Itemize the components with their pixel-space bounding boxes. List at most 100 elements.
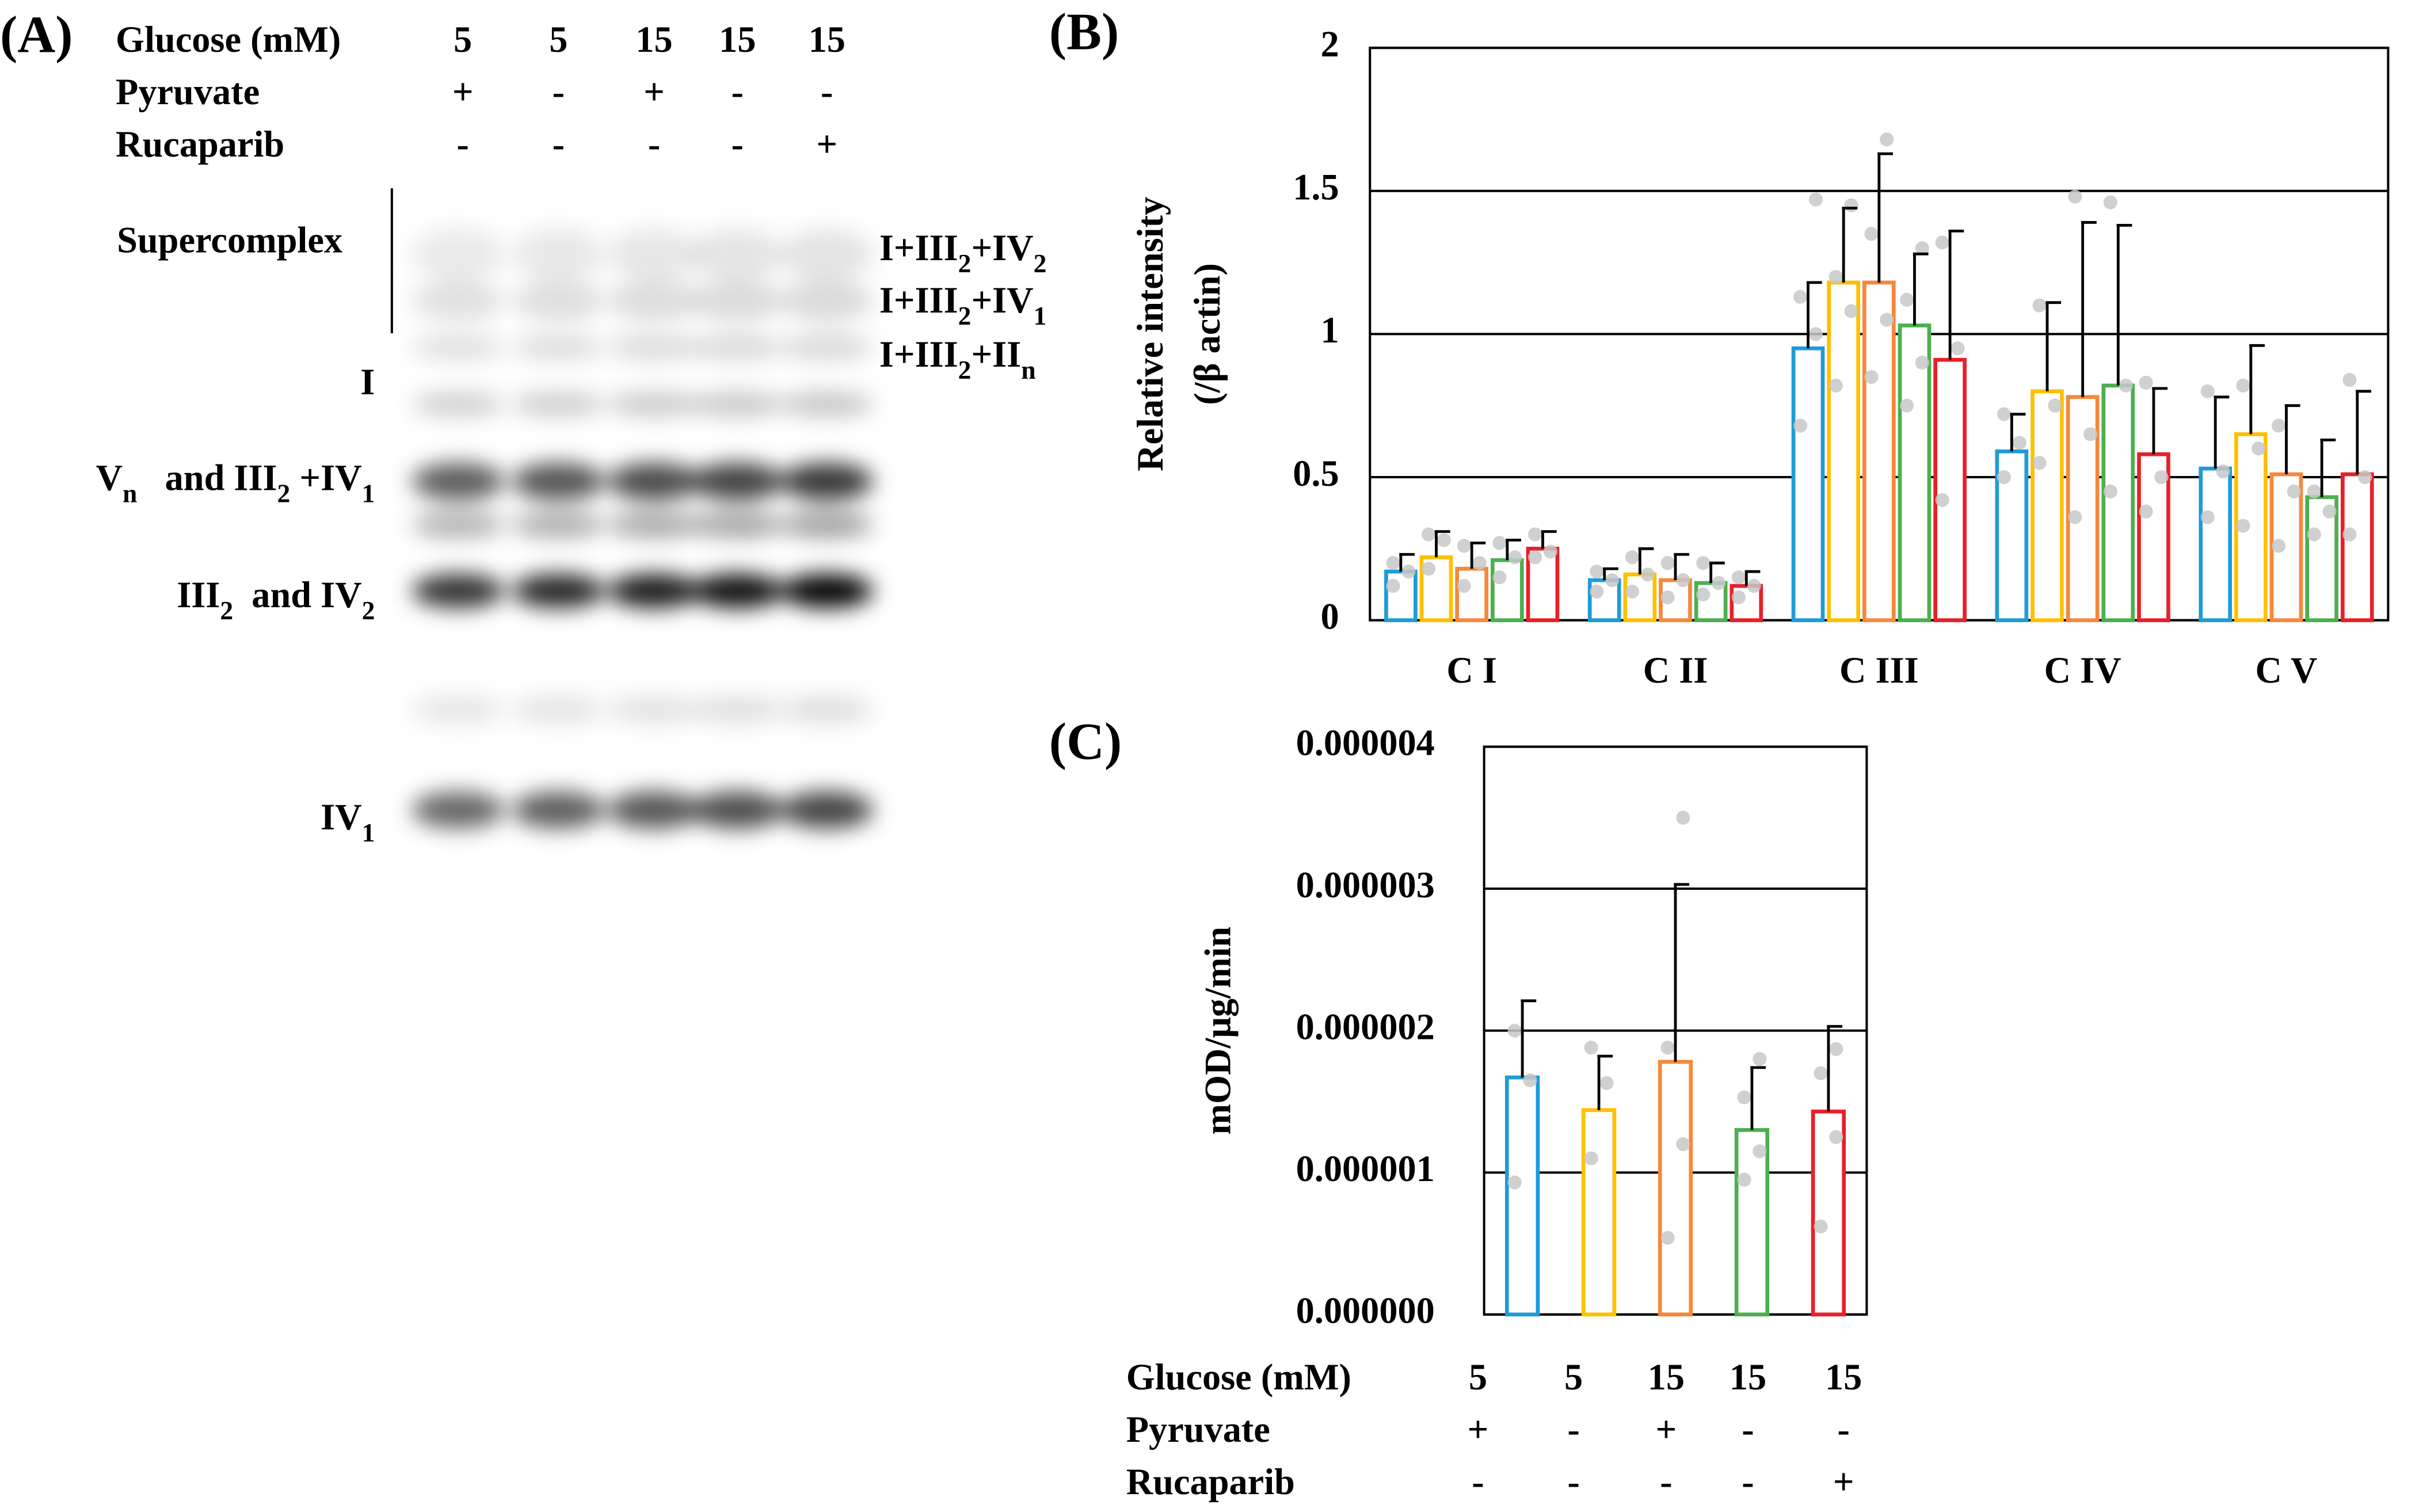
condition-value: + bbox=[643, 71, 665, 112]
label-part: IV bbox=[321, 797, 362, 837]
gel-band bbox=[512, 463, 605, 500]
bar bbox=[1455, 566, 1488, 622]
data-point bbox=[1584, 1151, 1598, 1166]
data-point bbox=[2068, 189, 2082, 204]
gel-band bbox=[512, 280, 605, 321]
error-bar bbox=[1506, 538, 1521, 561]
condition-value: 5 bbox=[549, 19, 567, 60]
data-point bbox=[1793, 418, 1808, 433]
data-point bbox=[1915, 356, 1929, 370]
data-point bbox=[1676, 573, 1690, 588]
condition-value: - bbox=[553, 71, 565, 112]
data-point bbox=[1660, 1231, 1675, 1245]
condition-value: 5 bbox=[1469, 1357, 1487, 1397]
x-tick-label: C I bbox=[1446, 650, 1497, 691]
bar bbox=[1862, 280, 1896, 622]
gel-band bbox=[512, 511, 605, 539]
bar bbox=[1791, 346, 1825, 622]
gel-image bbox=[412, 228, 874, 829]
error-bar bbox=[1750, 1066, 1766, 1130]
data-point bbox=[1590, 584, 1604, 599]
data-point bbox=[2216, 464, 2230, 479]
y-tick-label: 1 bbox=[1320, 310, 1339, 351]
error-bar bbox=[1541, 530, 1557, 549]
condition-value: 15 bbox=[719, 19, 756, 60]
subscript: 1 bbox=[362, 818, 375, 847]
error-bar bbox=[1638, 547, 1654, 575]
data-point bbox=[1584, 1041, 1598, 1055]
subscript: n bbox=[123, 478, 137, 508]
data-point bbox=[1997, 407, 2012, 421]
error-bar bbox=[2010, 413, 2026, 452]
y-axis-title: Relative intensity bbox=[1130, 197, 1171, 471]
data-point bbox=[1731, 570, 1746, 585]
error-bar bbox=[1674, 553, 1690, 581]
data-point bbox=[2272, 539, 2286, 553]
data-point bbox=[1660, 590, 1675, 604]
condition-value: - bbox=[1660, 1461, 1672, 1502]
data-point bbox=[2322, 504, 2337, 519]
data-point bbox=[1625, 550, 1640, 565]
error-bar bbox=[1399, 553, 1415, 572]
bar bbox=[1734, 1128, 1770, 1317]
bar bbox=[2031, 389, 2064, 622]
label-part: +IV bbox=[971, 227, 1033, 268]
label-part: III bbox=[177, 574, 220, 615]
bar bbox=[2305, 495, 2338, 622]
data-point bbox=[1507, 1175, 1522, 1190]
gel-band bbox=[780, 574, 874, 608]
data-point bbox=[2200, 384, 2215, 398]
y-tick-label: 1.5 bbox=[1293, 167, 1339, 208]
condition-value: + bbox=[816, 124, 837, 165]
subscript: n bbox=[1021, 355, 1035, 384]
bar bbox=[1526, 546, 1560, 622]
data-point bbox=[1437, 533, 1451, 547]
data-point bbox=[1829, 1042, 1843, 1056]
label-part: Supercomplex bbox=[117, 219, 342, 260]
gel-band bbox=[780, 695, 874, 724]
condition-value: + bbox=[1656, 1409, 1677, 1450]
condition-value: - bbox=[1567, 1461, 1579, 1502]
bar bbox=[2101, 383, 2135, 622]
error-bar bbox=[2081, 221, 2097, 397]
y-tick-label: 2 bbox=[1320, 24, 1339, 64]
gel-band bbox=[691, 695, 784, 724]
data-point bbox=[1528, 550, 1542, 565]
label-part: +II bbox=[971, 334, 1021, 375]
gel-band bbox=[412, 280, 505, 321]
data-point bbox=[2048, 398, 2062, 413]
data-point bbox=[1640, 567, 1655, 582]
panel-label: (B) bbox=[1049, 2, 1119, 60]
data-point bbox=[1737, 1172, 1751, 1187]
data-point bbox=[1844, 304, 1858, 318]
label-part: V bbox=[96, 457, 123, 498]
label-part: I bbox=[360, 361, 375, 402]
data-point bbox=[1386, 578, 1400, 593]
gel-band bbox=[412, 695, 505, 724]
data-point bbox=[1696, 587, 1711, 601]
data-point bbox=[2252, 441, 2266, 456]
condition-value: 15 bbox=[635, 19, 672, 60]
data-point bbox=[1731, 590, 1746, 604]
data-point bbox=[1492, 570, 1507, 585]
label-part: and IV bbox=[233, 574, 361, 615]
gel-band bbox=[512, 391, 605, 417]
subscript: 2 bbox=[958, 249, 972, 278]
data-point bbox=[2154, 470, 2169, 485]
error-bar bbox=[2045, 301, 2062, 391]
condition-label: Glucose (mM) bbox=[116, 19, 341, 60]
data-point bbox=[1676, 810, 1690, 825]
condition-value: - bbox=[1567, 1409, 1579, 1450]
label-part: +IV bbox=[971, 280, 1033, 321]
gel-band bbox=[608, 791, 700, 829]
label: I bbox=[360, 361, 375, 402]
condition-value: - bbox=[1837, 1409, 1849, 1450]
data-point bbox=[2139, 504, 2153, 519]
data-point bbox=[2068, 510, 2082, 524]
data-point bbox=[2307, 484, 2321, 498]
gel-band bbox=[691, 511, 784, 539]
data-point bbox=[1747, 578, 1761, 593]
gel-band bbox=[691, 228, 784, 281]
bar bbox=[2340, 472, 2374, 622]
subscript: 2 bbox=[1034, 249, 1047, 278]
